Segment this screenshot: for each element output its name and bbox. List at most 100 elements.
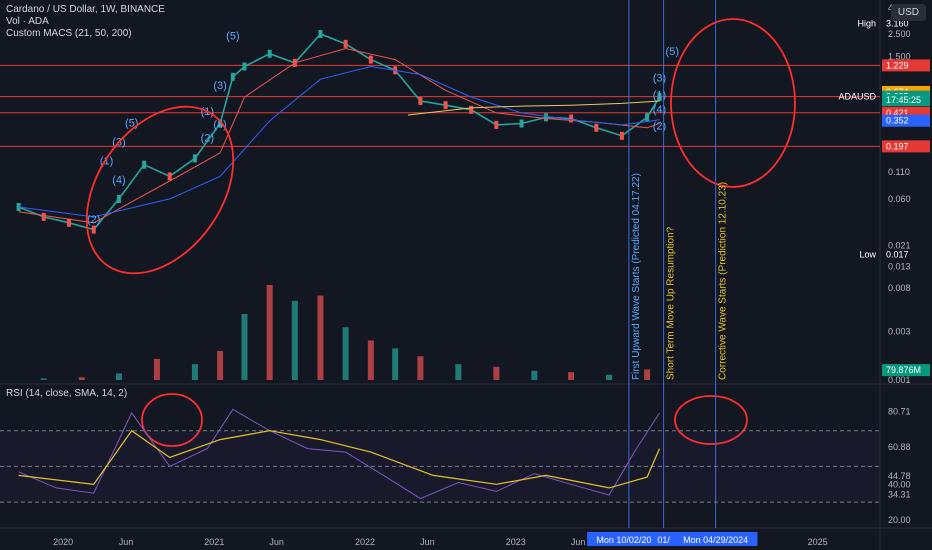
y-tick-label: 0.008 [888,283,911,293]
price-candle [645,113,650,122]
x-tick-label: 2023 [506,537,526,547]
x-tick-label: 2020 [53,537,73,547]
wave-label: (3) [653,73,666,85]
volume-bar [493,366,500,380]
price-tag-value: 0.197 [886,141,909,151]
price-tag [882,364,930,377]
rsi-legend: RSI (14, close, SMA, 14, 2) [6,388,128,399]
price-candle [368,55,373,64]
price-candle [267,49,272,58]
wave-label: (5) [125,117,138,129]
price-tag-label: Low [859,250,876,260]
currency-button[interactable]: USD [890,4,926,21]
wave-label: (5) [226,31,239,43]
wave-label: (3) [213,80,226,92]
y-tick-label: 0.021 [888,240,911,250]
price-candle [41,212,46,221]
volume-bar [644,369,651,380]
volume-bar [40,378,47,380]
chart-title: Cardano / US Dollar, 1W, BINANCE [6,4,165,15]
price-tag [882,140,930,153]
price-candle [469,105,474,114]
price-candle [142,160,147,169]
price-tag [882,248,930,261]
price-candle [318,29,323,38]
volume-bar [266,285,273,380]
highlight-circle [670,18,796,188]
price-tag-value: 79.876M [886,365,921,375]
x-tick-label: 2022 [355,537,375,547]
volume-bar [217,350,224,380]
price-candle [230,72,235,81]
rsi-band [0,430,880,503]
price-tag-value: 0.421 [886,108,909,118]
price-candle [16,202,21,211]
volume-legend: Vol · ADA [6,16,49,27]
moving-average-ma200 [407,100,660,116]
date-tag-text: Mon 10/02/2023 [596,535,661,545]
prediction-note: Short Term Move Up Resumption? [666,226,677,380]
price-candle [91,225,96,234]
rsi-sma-line [18,429,661,489]
x-tick-label: 2021 [204,537,224,547]
price-tag-value: 1.229 [886,60,909,70]
y-tick-label: 0.060 [888,194,911,204]
price-candle [167,172,172,181]
rsi-tick-label: 20.00 [888,515,911,525]
volume-bar [606,374,613,380]
price-tag [882,94,930,107]
volume-bar [241,314,248,380]
volume-bar [153,358,160,380]
wave-label: (2) [653,120,666,132]
volume-bar [417,356,424,380]
rsi-tick-label: 80.71 [888,407,911,417]
price-tag-value: 17:45:25 [886,95,921,105]
prediction-note: First Upward Wave Starts (Predicted 04.1… [631,173,642,380]
price-tag-value: 0.017 [886,250,909,260]
volume-bar [392,348,399,380]
price-candle [192,154,197,163]
price-candle [619,131,624,140]
x-tick-label: Jun [119,537,134,547]
price-candle [343,39,348,48]
rsi-highlight-circle [674,395,748,445]
rsi-tick-label: 44.78 [888,471,911,481]
price-tag [882,59,930,72]
price-candle [569,114,574,123]
price-tag [882,114,930,127]
wave-label: (4) [112,175,125,187]
prediction-note: Corrective Wave Starts (Prediction 12.10… [718,182,729,380]
wave-label: (4) [213,119,226,131]
y-tick-label: 2.500 [888,29,911,39]
x-tick-label: 2025 [808,537,828,547]
date-tag-text: 01/ [657,535,670,545]
macs-legend: Custom MACS (21, 50, 200) [6,28,132,39]
price-tag-label: High [857,19,876,29]
moving-average-ma50 [18,65,660,218]
rsi-tick-label: 34.31 [888,489,911,499]
y-tick-label: 0.013 [888,262,911,272]
volume-bar [568,372,575,380]
price-candle [443,101,448,110]
price-candle [418,96,423,105]
price-tag-value: 3.160 [886,19,909,29]
price-candle [594,123,599,132]
price-candle [242,62,247,71]
y-tick-label: 0.001 [888,375,911,385]
highlight-circle [85,105,235,275]
volume-bar [455,364,462,380]
wave-label: (4) [653,104,666,116]
wave-label: (2) [87,214,100,226]
price-candle [543,113,548,122]
date-tag-text: Mon 04/29/2024 [683,535,748,545]
wave-label: (1) [653,90,666,102]
y-tick-label: 0.003 [888,326,911,336]
y-tick-label: 0.110 [888,167,910,177]
x-tick-label: Jun [420,537,435,547]
price-candle [494,120,499,129]
date-tag [651,532,676,546]
price-candle [66,218,71,227]
volume-bar [367,340,374,380]
rsi-highlight-circle [141,393,203,447]
